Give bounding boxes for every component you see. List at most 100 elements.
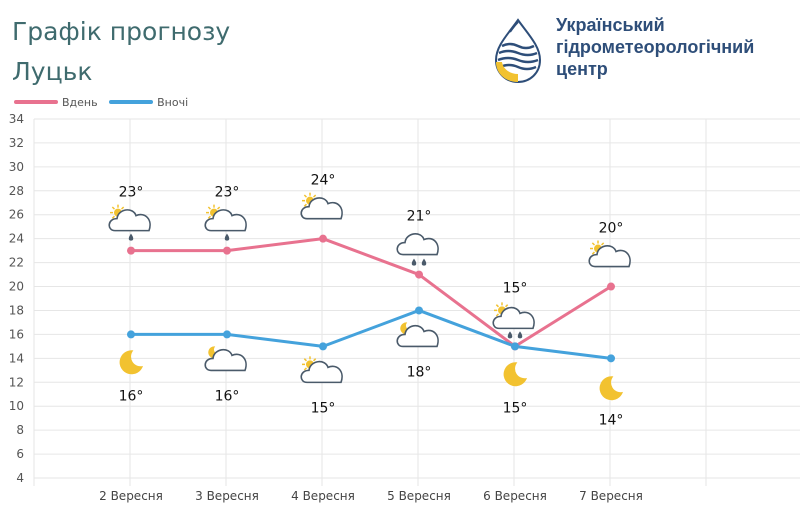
moon-icon [119, 350, 143, 375]
sun-ray [111, 206, 115, 210]
moon-icon [599, 376, 623, 401]
y-tick-label: 26 [9, 208, 24, 222]
temp-label-day: 24° [311, 173, 336, 189]
sun-ray [313, 194, 317, 198]
chart-title: Графік прогнозу [12, 17, 231, 46]
partly-cloudy-night-icon [204, 346, 247, 372]
x-tick-label: 2 Вересня [99, 489, 163, 503]
y-tick-label: 16 [9, 327, 24, 341]
sun-ray [111, 215, 115, 219]
logo-line-3: центр [556, 59, 608, 79]
city-name: Луцьк [12, 57, 93, 86]
rain-drop [507, 331, 513, 339]
temp-label-night: 18° [407, 364, 432, 380]
sun-ray [591, 251, 595, 255]
partly-cloudy-drizzle-icon [108, 204, 151, 241]
partly-cloudy-night-icon [396, 322, 439, 348]
temp-label-night: 15° [311, 400, 336, 416]
temp-label-day: 23° [215, 185, 240, 201]
rain-drop [224, 233, 230, 241]
partly-cloudy-drizzle-icon [204, 204, 247, 241]
y-tick-label: 20 [9, 280, 24, 294]
temp-label-night: 16° [119, 388, 144, 404]
data-point-day[interactable] [223, 246, 231, 255]
x-tick-label: 4 Вересня [291, 489, 355, 503]
y-tick-label: 34 [9, 112, 24, 126]
y-tick-label: 6 [16, 447, 24, 461]
sun-ray [313, 358, 317, 362]
x-tick-label: 5 Вересня [387, 489, 451, 503]
partly-cloudy-icon [588, 240, 631, 268]
y-tick-label: 8 [16, 423, 24, 437]
data-point-day[interactable] [607, 282, 615, 291]
sun-ray [495, 313, 499, 317]
y-tick-label: 32 [9, 136, 24, 150]
y-tick-label: 24 [9, 232, 24, 246]
grid [33, 118, 800, 486]
partly-cloudy-rain-icon [492, 302, 535, 339]
legend: Вдень Вночі [14, 94, 196, 109]
sun-ray [303, 194, 307, 198]
sun-ray [207, 215, 211, 219]
rain-drop [517, 331, 523, 339]
sun-ray [303, 358, 307, 362]
rain-drop [421, 258, 427, 266]
temp-label-day: 23° [119, 185, 144, 201]
sun-ray [303, 367, 307, 371]
moon-icon [503, 362, 527, 387]
rain-drop [128, 233, 134, 241]
y-tick-label: 10 [9, 399, 24, 413]
y-tick-label: 18 [9, 303, 24, 317]
data-point-day[interactable] [415, 270, 423, 279]
temp-label-day: 20° [599, 221, 624, 237]
partly-cloudy-icon [300, 356, 343, 384]
data-point-night[interactable] [223, 330, 231, 339]
cloud-shape [588, 245, 631, 268]
sun-ray [217, 206, 221, 210]
x-tick-label: 7 Вересня [579, 489, 643, 503]
legend-label-day: Вдень [62, 95, 98, 109]
sun-ray [207, 206, 211, 210]
cloud-shape [396, 233, 439, 256]
data-point-night[interactable] [319, 342, 327, 351]
legend-item-night[interactable]: Вночі [109, 96, 188, 109]
logo-line-2: гідрометеорологічний [556, 37, 755, 57]
legend-item-day[interactable]: Вдень [14, 96, 98, 109]
cloud-shape [300, 360, 343, 384]
logo-line-1: Український [556, 15, 665, 35]
sun-ray [601, 242, 605, 246]
y-tick-label: 14 [9, 351, 24, 365]
cloud-shape [204, 348, 247, 372]
legend-swatch-night [109, 100, 154, 104]
cloud-rain-icon [396, 233, 439, 266]
moon-shape [599, 376, 623, 401]
data-point-day[interactable] [319, 234, 327, 243]
sun-ray [505, 304, 509, 308]
data-point-night[interactable] [415, 306, 423, 315]
moon-shape [119, 350, 143, 375]
data-point-night[interactable] [127, 330, 135, 339]
y-tick-label: 4 [16, 471, 24, 485]
legend-swatch-day [14, 100, 58, 104]
x-tick-label: 6 Вересня [483, 489, 547, 503]
moon-shape [503, 362, 527, 387]
x-tick-label: 3 Вересня [195, 489, 259, 503]
temp-label-day: 21° [407, 209, 432, 225]
sun-ray [495, 304, 499, 308]
data-point-day[interactable] [127, 246, 135, 255]
series-line-day [131, 237, 612, 348]
sun-ray [121, 206, 125, 210]
sun-ray [303, 203, 307, 207]
cloud-shape [108, 209, 151, 232]
temp-label-night: 16° [215, 388, 240, 404]
cloud-shape [300, 197, 343, 220]
y-tick-label: 30 [9, 160, 24, 174]
legend-label-night: Вночі [157, 95, 189, 109]
data-point-night[interactable] [607, 354, 615, 363]
y-tick-label: 28 [9, 184, 24, 198]
temp-label-day: 15° [503, 280, 528, 296]
y-tick-label: 22 [9, 256, 24, 270]
data-point-night[interactable] [511, 342, 519, 351]
temp-label-night: 14° [599, 412, 624, 428]
